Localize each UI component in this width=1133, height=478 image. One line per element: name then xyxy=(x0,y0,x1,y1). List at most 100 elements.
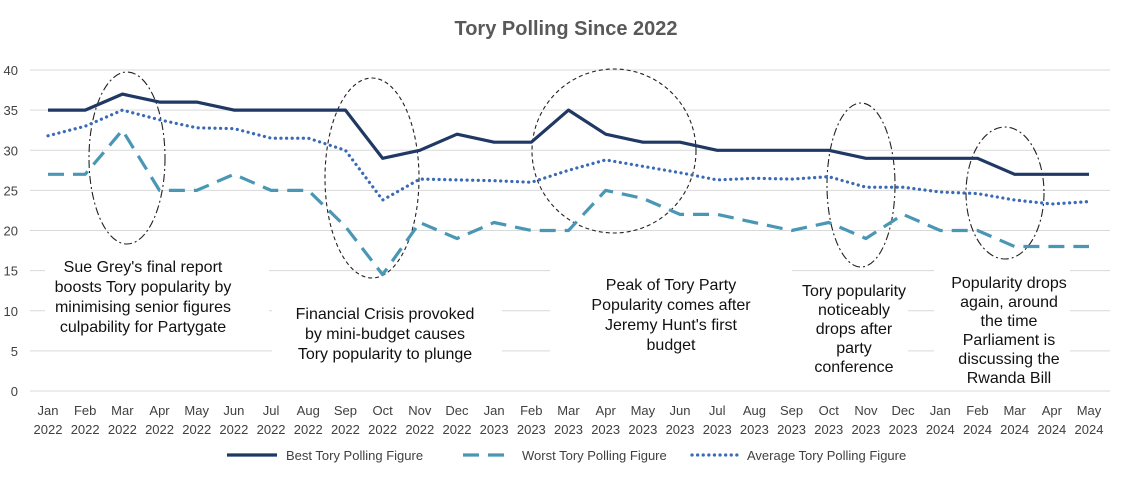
x-tick-label: Oct 2023 xyxy=(814,403,843,437)
x-tick-label: Oct 2022 xyxy=(368,403,397,437)
annotation-line: boosts Tory popularity by xyxy=(55,279,232,296)
x-tick-year: 2022 xyxy=(368,422,397,437)
annotation-line: Sue Grey's final report xyxy=(64,259,223,276)
x-tick-year: 2022 xyxy=(108,422,137,437)
x-tick-year: 2022 xyxy=(405,422,434,437)
x-tick-month: Mar xyxy=(1003,403,1026,418)
x-tick-label: Aug 2022 xyxy=(294,403,323,437)
x-tick-label: Apr 2023 xyxy=(591,403,620,437)
x-tick-month: Jan xyxy=(484,403,505,418)
annotation-line: party xyxy=(836,340,872,357)
x-tick-year: 2023 xyxy=(703,422,732,437)
annotation-box xyxy=(272,295,502,369)
annotation-box xyxy=(934,268,1070,386)
x-tick-year: 2024 xyxy=(926,422,955,437)
x-tick-month: Dec xyxy=(892,403,916,418)
x-tick-year: 2023 xyxy=(666,422,695,437)
x-tick-month: May xyxy=(1077,403,1102,418)
annotation-line: minimising senior figures xyxy=(55,299,231,316)
annotation-line: Tory popularity to plunge xyxy=(298,346,472,363)
y-tick-label: 20 xyxy=(4,224,18,239)
series-line-2 xyxy=(46,108,1091,206)
x-tick-month: Jun xyxy=(670,403,691,418)
highlight-ellipse xyxy=(88,71,166,245)
x-tick-label: Feb 2024 xyxy=(963,403,992,437)
annotation-line: Financial Crisis provoked xyxy=(296,306,475,323)
series-lines xyxy=(46,92,1091,277)
x-tick-year: 2024 xyxy=(1037,422,1066,437)
x-tick-label: Nov 2022 xyxy=(405,403,434,437)
x-tick-label: Mar 2024 xyxy=(1000,403,1029,437)
x-tick-label: Apr 2024 xyxy=(1037,403,1066,437)
x-tick-label: Jun 2023 xyxy=(666,403,695,437)
x-tick-label: Apr 2022 xyxy=(145,403,174,437)
x-tick-month: Jan xyxy=(930,403,951,418)
annotation-line: culpability for Partygate xyxy=(60,319,226,336)
highlight-ellipse xyxy=(826,102,896,268)
x-tick-label: Jan 2023 xyxy=(480,403,509,437)
annotation-line: drops after xyxy=(816,321,893,338)
x-tick-label: Jun 2022 xyxy=(219,403,248,437)
x-axis-tick-labels: Jan 2022 Feb 2022 Mar 2022 Apr 2022 May 2022 Jun 20… xyxy=(34,403,1104,437)
x-tick-year: 2022 xyxy=(443,422,472,437)
x-tick-year: 2022 xyxy=(145,422,174,437)
x-tick-label: Nov 2023 xyxy=(851,403,880,437)
x-tick-month: Oct xyxy=(819,403,840,418)
highlight-ellipse xyxy=(324,77,420,279)
x-tick-month: Apr xyxy=(149,403,170,418)
x-tick-label: Aug 2023 xyxy=(740,403,769,437)
annotation-text: Financial Crisis provoked by mini-budget … xyxy=(296,306,475,363)
annotation-line: by mini-budget causes xyxy=(305,326,465,343)
x-tick-month: Apr xyxy=(1042,403,1063,418)
y-axis-tick-labels: 0 5 10 15 20 25 30 35 40 xyxy=(4,63,18,399)
highlight-ellipses xyxy=(88,68,1045,279)
x-tick-label: May 2022 xyxy=(182,403,211,437)
x-tick-label: Jan 2022 xyxy=(34,403,63,437)
x-tick-label: May 2024 xyxy=(1075,403,1104,437)
annotation-line: Popularity drops xyxy=(951,275,1067,292)
y-tick-label: 25 xyxy=(4,183,18,198)
x-tick-year: 2023 xyxy=(480,422,509,437)
annotation-text: Popularity drops again, around the time Par… xyxy=(951,275,1067,387)
x-tick-year: 2022 xyxy=(182,422,211,437)
x-tick-month: Dec xyxy=(445,403,469,418)
annotation-text: Peak of Tory Party Popularity comes after… xyxy=(591,277,751,354)
x-tick-year: 2023 xyxy=(517,422,546,437)
x-tick-label: Jul 2022 xyxy=(257,403,286,437)
x-tick-label: May 2023 xyxy=(628,403,657,437)
x-tick-month: Aug xyxy=(743,403,766,418)
x-tick-year: 2022 xyxy=(71,422,100,437)
x-tick-month: Aug xyxy=(297,403,320,418)
y-tick-label: 35 xyxy=(4,103,18,118)
annotation-line: Parliament is xyxy=(963,332,1055,349)
annotation-box xyxy=(766,276,908,380)
annotation-line: Tory popularity xyxy=(802,283,906,300)
x-tick-month: Mar xyxy=(111,403,134,418)
highlight-ellipse xyxy=(965,126,1045,260)
x-tick-label: Dec 2023 xyxy=(889,403,918,437)
annotation-line: again, around xyxy=(960,294,1058,311)
x-tick-year: 2023 xyxy=(777,422,806,437)
y-tick-label: 40 xyxy=(4,63,18,78)
x-tick-month: Jul xyxy=(263,403,280,418)
annotation-line: discussing the xyxy=(958,351,1059,368)
highlight-ellipse xyxy=(531,68,697,234)
x-tick-month: Jun xyxy=(223,403,244,418)
annotation-text: Sue Grey's final report boosts Tory popul… xyxy=(55,259,232,336)
x-tick-month: Feb xyxy=(966,403,988,418)
x-tick-year: 2022 xyxy=(257,422,286,437)
x-tick-year: 2023 xyxy=(851,422,880,437)
x-tick-month: Sep xyxy=(780,403,803,418)
x-tick-label: Jan 2024 xyxy=(926,403,955,437)
annotation-line: the time xyxy=(981,313,1038,330)
x-tick-month: Jul xyxy=(709,403,726,418)
annotation-line: conference xyxy=(814,359,893,376)
legend-label: Best Tory Polling Figure xyxy=(286,448,423,463)
x-tick-year: 2023 xyxy=(740,422,769,437)
x-tick-label: Dec 2022 xyxy=(443,403,472,437)
x-tick-month: Jan xyxy=(38,403,59,418)
y-tick-label: 0 xyxy=(11,384,18,399)
x-tick-month: Mar xyxy=(557,403,580,418)
x-tick-year: 2022 xyxy=(219,422,248,437)
x-tick-year: 2023 xyxy=(814,422,843,437)
